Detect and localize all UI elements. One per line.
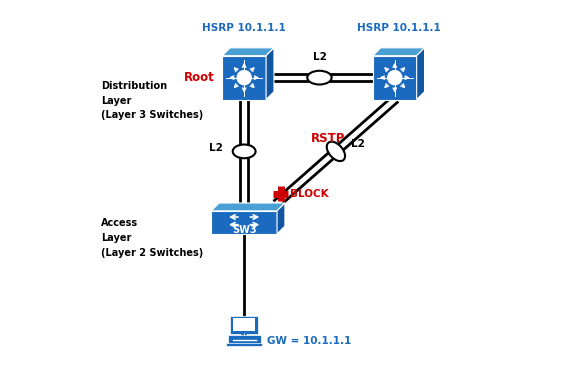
Text: L2: L2 — [351, 139, 365, 149]
Polygon shape — [373, 48, 425, 56]
Circle shape — [388, 71, 401, 84]
Polygon shape — [416, 48, 425, 99]
Text: Access
Layer
(Layer 2 Switches): Access Layer (Layer 2 Switches) — [101, 218, 203, 258]
Text: RSTP: RSTP — [311, 132, 345, 145]
Text: L2: L2 — [313, 52, 327, 62]
Bar — [233, 318, 255, 331]
Text: GW = 10.1.1.1: GW = 10.1.1.1 — [267, 336, 351, 346]
Ellipse shape — [327, 142, 345, 161]
Ellipse shape — [307, 71, 332, 84]
Bar — [373, 56, 416, 99]
Text: HSRP 10.1.1.1: HSRP 10.1.1.1 — [202, 23, 286, 33]
Bar — [222, 56, 266, 99]
Bar — [230, 316, 258, 334]
Ellipse shape — [233, 144, 256, 158]
Text: L2: L2 — [209, 142, 223, 152]
Bar — [211, 211, 277, 234]
Bar — [226, 343, 262, 346]
Text: Root: Root — [184, 71, 215, 84]
Text: HSRP 10.1.1.1: HSRP 10.1.1.1 — [357, 23, 441, 33]
Polygon shape — [211, 203, 285, 211]
Polygon shape — [277, 203, 285, 234]
Polygon shape — [266, 48, 274, 99]
Circle shape — [237, 71, 251, 84]
Text: SW3: SW3 — [232, 225, 256, 235]
Text: Distribution
Layer
(Layer 3 Switches): Distribution Layer (Layer 3 Switches) — [101, 81, 203, 120]
Polygon shape — [222, 48, 274, 56]
Bar — [228, 334, 260, 344]
Text: BLOCK: BLOCK — [290, 189, 329, 199]
